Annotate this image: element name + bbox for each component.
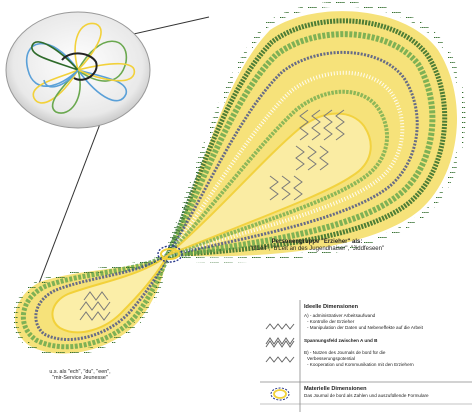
legend-b-item-2: - Kooperation und Kommunikation mit den …: [307, 362, 414, 367]
zigzag-columns-lower: [79, 291, 111, 321]
caption-educators-line2: "d'Leit", "d'Leit an des Jugendhaiser", …: [249, 245, 385, 252]
legend-a-item-1: - Kontrolle der Erzieher: [307, 319, 355, 324]
caption-youth-line1: u.s. als "ech", "du", "een",: [49, 369, 111, 375]
legend-material-title: Materielle Dimensionen: [304, 386, 367, 392]
main-loop-lower: [12, 249, 173, 357]
legend-tension: Spannungsfeld zwischen A und B: [304, 338, 378, 343]
legend-ideal-title: Ideelle Dimensionen: [304, 304, 359, 310]
legend: Ideelle Dimensionen A) - administrativer…: [260, 300, 472, 412]
zigzag-symbol: [265, 323, 295, 330]
zigzag-symbol-b: [265, 356, 295, 363]
zigzag-columns-upper: [269, 109, 345, 201]
knot-symbol: [270, 387, 290, 401]
caption-youth-line2: "mir-Service Jeunesse": [52, 375, 108, 382]
inset-overview-figure: [5, 11, 151, 129]
knot-crossing: [157, 245, 183, 263]
main-loop-upper: [162, 1, 466, 263]
legend-a-item-2: - Manipulation der Daten und Nebeneffekt…: [307, 325, 423, 330]
caption-educators-line1: Personengruppe "Erzieher" als:: [271, 239, 363, 245]
legend-frame: [260, 300, 472, 412]
legend-b-heading: B) - Nutzen des Journals de bord für die: [304, 350, 386, 355]
legend-material-text: Das Journal de bord als Zahlen und auszu…: [304, 393, 429, 398]
legend-b-item-1: Verbesserungspotential: [307, 356, 356, 361]
legend-a-heading: A) - administrativer Arbeitsaufwand: [304, 313, 376, 318]
caption-educators: Personengruppe "Erzieher" als: "d'Leit",…: [232, 239, 402, 253]
double-zigzag-symbol: [265, 337, 295, 348]
caption-youth: u.s. als "ech", "du", "een", "mir-Servic…: [34, 369, 126, 381]
